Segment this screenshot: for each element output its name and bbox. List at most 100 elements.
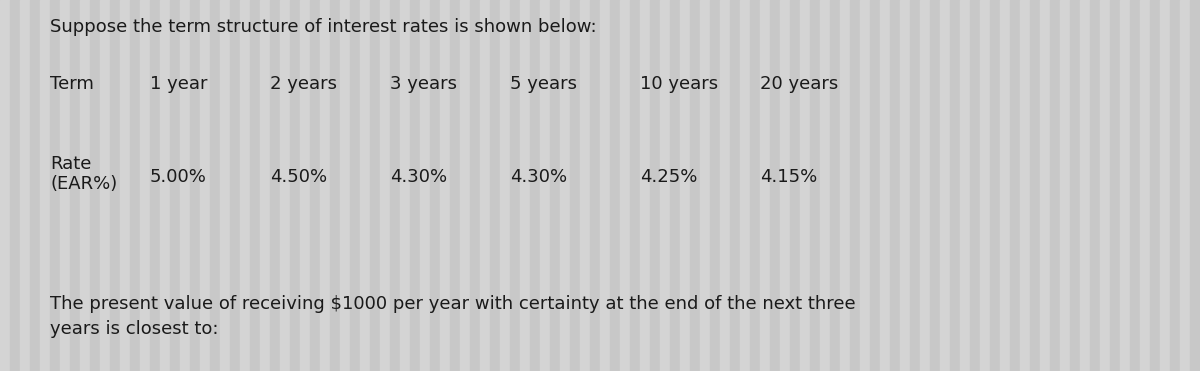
Bar [1020,0,1030,371]
Text: Term: Term [50,75,94,93]
Bar [720,0,730,371]
Text: 10 years: 10 years [640,75,718,93]
Bar [570,0,580,371]
Bar [940,0,950,371]
Bar [610,0,620,371]
Text: years is closest to:: years is closest to: [50,320,218,338]
Bar [1180,0,1190,371]
Text: 20 years: 20 years [760,75,839,93]
Bar [800,0,810,371]
Bar [1090,0,1100,371]
Bar [1050,0,1060,371]
Bar [300,0,310,371]
Bar [520,0,530,371]
Bar [370,0,380,371]
Bar [390,0,400,371]
Bar [190,0,200,371]
Bar [1070,0,1080,371]
Bar [420,0,430,371]
Bar [560,0,570,371]
Bar [880,0,890,371]
Bar [110,0,120,371]
Bar [290,0,300,371]
Bar [750,0,760,371]
Bar [1190,0,1200,371]
Text: (EAR%): (EAR%) [50,175,118,193]
Bar [140,0,150,371]
Bar [900,0,910,371]
Bar [320,0,330,371]
Bar [60,0,70,371]
Bar [1060,0,1070,371]
Bar [1040,0,1050,371]
Bar [650,0,660,371]
Bar [1120,0,1130,371]
Bar [260,0,270,371]
Bar [600,0,610,371]
Bar [360,0,370,371]
Bar [690,0,700,371]
Text: 4.15%: 4.15% [760,168,817,186]
Bar [1170,0,1180,371]
Bar [90,0,100,371]
Bar [70,0,80,371]
Bar [1150,0,1160,371]
Bar [920,0,930,371]
Bar [380,0,390,371]
Bar [820,0,830,371]
Bar [1110,0,1120,371]
Bar [590,0,600,371]
Text: 5 years: 5 years [510,75,577,93]
Bar [950,0,960,371]
Text: 5.00%: 5.00% [150,168,206,186]
Bar [120,0,130,371]
Bar [350,0,360,371]
Bar [870,0,880,371]
Bar [790,0,800,371]
Bar [460,0,470,371]
Bar [490,0,500,371]
Bar [860,0,870,371]
Bar [780,0,790,371]
Bar [680,0,690,371]
Bar [930,0,940,371]
Bar [80,0,90,371]
Bar [340,0,350,371]
Text: 4.30%: 4.30% [510,168,568,186]
Bar [170,0,180,371]
Bar [130,0,140,371]
Bar [1100,0,1110,371]
Bar [740,0,750,371]
Bar [1000,0,1010,371]
Bar [20,0,30,371]
Bar [530,0,540,371]
Bar [410,0,420,371]
Bar [770,0,780,371]
Bar [910,0,920,371]
Bar [710,0,720,371]
Text: 2 years: 2 years [270,75,337,93]
Bar [850,0,860,371]
Bar [480,0,490,371]
Bar [220,0,230,371]
Text: 3 years: 3 years [390,75,457,93]
Bar [50,0,60,371]
Bar [150,0,160,371]
Bar [180,0,190,371]
Bar [980,0,990,371]
Bar [970,0,980,371]
Bar [450,0,460,371]
Bar [660,0,670,371]
Bar [1140,0,1150,371]
Bar [580,0,590,371]
Bar [840,0,850,371]
Bar [210,0,220,371]
Bar [1010,0,1020,371]
Bar [10,0,20,371]
Bar [270,0,280,371]
Text: Rate: Rate [50,155,91,173]
Bar [830,0,840,371]
Bar [890,0,900,371]
Bar [1160,0,1170,371]
Bar [280,0,290,371]
